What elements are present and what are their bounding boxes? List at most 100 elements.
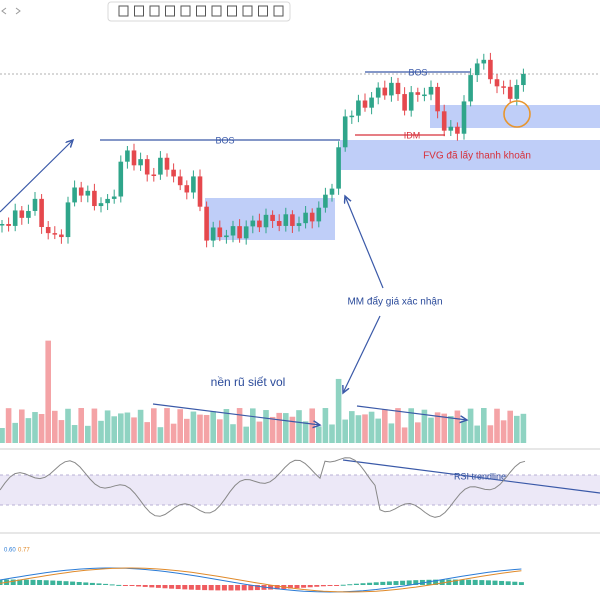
- candle: [349, 115, 355, 118]
- macd-bar: [406, 580, 412, 585]
- candle: [263, 214, 269, 228]
- macd-bar: [83, 582, 89, 585]
- volume-bar: [335, 378, 342, 443]
- nav-icon: [1, 7, 21, 15]
- volume-bar: [58, 420, 65, 443]
- candle: [435, 86, 440, 112]
- volume-bar: [467, 408, 474, 443]
- macd-bar: [155, 585, 161, 588]
- volume-bar: [408, 408, 414, 443]
- candle: [441, 111, 447, 131]
- candle: [151, 174, 157, 176]
- candle: [342, 116, 348, 148]
- idm-label: IDM: [404, 130, 421, 140]
- macd-bar: [0, 579, 3, 585]
- volume-bar: [487, 425, 494, 443]
- macd-bar: [459, 579, 465, 585]
- candle: [369, 97, 374, 108]
- candle: [32, 198, 38, 211]
- macd-bar: [426, 579, 432, 585]
- candle: [501, 86, 506, 88]
- volume-bar: [302, 421, 309, 443]
- candle: [105, 198, 110, 204]
- candle: [461, 101, 467, 134]
- volume-bar: [329, 424, 335, 443]
- candle: [382, 87, 388, 96]
- arrow: [0, 140, 73, 213]
- volume-bar: [276, 412, 282, 443]
- volume-bar: [395, 408, 401, 443]
- candle: [316, 207, 322, 222]
- volume-bar: [131, 417, 137, 443]
- zone-box: [430, 105, 600, 128]
- candle: [428, 86, 434, 95]
- volume-bar: [144, 422, 150, 443]
- macd-bar: [195, 585, 201, 590]
- volume-bar: [38, 414, 45, 443]
- rsi-line: [0, 457, 526, 518]
- volume-bar: [78, 408, 84, 443]
- candle: [59, 234, 64, 238]
- macd-bar: [452, 579, 458, 585]
- volume-bar: [448, 416, 454, 443]
- macd-legend: 0.77: [18, 548, 30, 554]
- arrow: [356, 405, 467, 420]
- base-label: nền rũ siết vol: [211, 375, 286, 389]
- candle: [237, 226, 242, 239]
- volume-bar: [111, 416, 117, 443]
- volume-bar: [5, 408, 12, 443]
- macd-bar: [367, 582, 373, 585]
- volume-bar: [322, 408, 329, 443]
- candle: [210, 227, 216, 241]
- macd-bar: [70, 581, 76, 585]
- fvg-label: FVG đã lấy thanh khoản: [423, 150, 531, 162]
- candle: [323, 194, 328, 208]
- tool-icon: [273, 5, 284, 17]
- volume-bar: [355, 415, 362, 443]
- volume-bar: [415, 422, 421, 443]
- toolbar-frame: [107, 1, 291, 22]
- macd-bar: [136, 585, 142, 587]
- macd-bar: [327, 585, 333, 586]
- volume-bar: [85, 425, 91, 443]
- macd-bar: [518, 582, 524, 585]
- macd-bar: [208, 585, 214, 591]
- macd-bar: [485, 580, 491, 585]
- macd-bar: [419, 579, 425, 585]
- volume-bar: [342, 419, 348, 443]
- zone-box: [340, 140, 600, 170]
- candle: [362, 100, 368, 108]
- macd-bar: [235, 585, 241, 591]
- volume-bar: [12, 422, 18, 443]
- candle: [19, 210, 25, 218]
- candle: [448, 126, 454, 131]
- macd-bar: [320, 585, 326, 587]
- macd-bar: [43, 580, 49, 585]
- candle: [514, 85, 520, 99]
- volume-bar: [52, 410, 58, 443]
- candle: [98, 203, 104, 207]
- volume: [0, 340, 527, 443]
- candle: [250, 220, 256, 227]
- volume-bar: [481, 408, 487, 443]
- macd-bar: [505, 581, 511, 585]
- candle: [197, 176, 203, 207]
- volume-bar: [243, 426, 249, 443]
- macd-bar: [433, 579, 439, 585]
- volume-bar: [98, 420, 104, 443]
- candle: [111, 196, 117, 199]
- macd-bar: [149, 585, 155, 588]
- candle: [230, 226, 236, 236]
- macd-bar: [466, 579, 472, 585]
- candle: [118, 161, 124, 197]
- candle: [422, 94, 427, 97]
- candle: [125, 150, 130, 162]
- tool-icon: [211, 5, 222, 17]
- candle: [402, 94, 407, 111]
- candle: [204, 206, 209, 241]
- candle: [296, 223, 302, 226]
- macd-bar: [314, 585, 320, 587]
- macd-bar: [142, 585, 148, 587]
- volume-bar: [375, 418, 381, 443]
- candle: [521, 73, 526, 86]
